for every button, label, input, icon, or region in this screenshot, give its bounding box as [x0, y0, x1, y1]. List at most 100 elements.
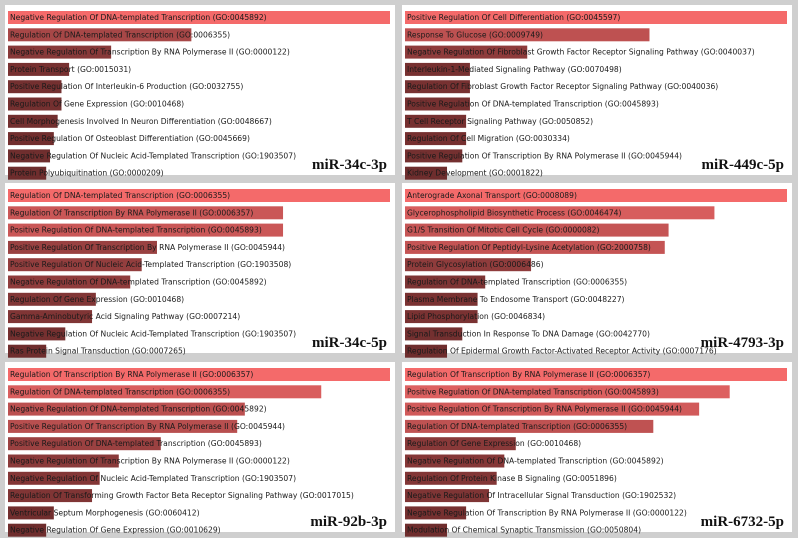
bar-label: Regulation Of Protein Kinase B Signaling…: [407, 474, 617, 483]
bar-label: Ventricular Septum Morphogenesis (GO:006…: [10, 508, 200, 517]
bar-label: Regulation Of Gene Expression (GO:001046…: [407, 439, 581, 448]
bar: [405, 62, 470, 76]
bar-label: Regulation Of DNA-templated Transcriptio…: [10, 30, 230, 39]
bar: [405, 402, 700, 416]
bar-label: Negative Regulation Of Intracellular Sig…: [407, 491, 676, 500]
panel-title: miR-34c-3p: [312, 157, 387, 173]
bar: [405, 523, 448, 537]
bar-label: Regulation Of Transforming Growth Factor…: [10, 491, 354, 500]
bar-label: Positive Regulation Of Nucleic Acid-Temp…: [10, 260, 291, 269]
bar-label: Regulation Of DNA-templated Transcriptio…: [10, 191, 230, 200]
bar-label: Regulation Of DNA-templated Transcriptio…: [407, 422, 627, 431]
bar-label: Gamma-Aminobutyric Acid Signaling Pathwa…: [10, 312, 240, 321]
bar-label: Negative Regulation Of Nucleic Acid-Temp…: [10, 329, 296, 338]
bar: [405, 275, 486, 289]
bar-label: Positive Regulation Of DNA-templated Tra…: [10, 226, 262, 235]
bar-label: Modulation Of Chemical Synaptic Transmis…: [407, 526, 641, 535]
bar: [405, 327, 463, 341]
bar: [405, 419, 654, 433]
bar: [405, 437, 516, 451]
bar: [405, 132, 467, 146]
bar-label: Regulation Of Gene Expression (GO:001046…: [10, 100, 184, 109]
bar-label: Kidney Development (GO:0001822): [407, 169, 543, 178]
bar-label: Positive Regulation Of DNA-templated Tra…: [10, 439, 262, 448]
bar: [8, 80, 62, 94]
bar: [405, 240, 665, 254]
bar-label: Positive Regulation Of Cell Differentiat…: [407, 13, 620, 22]
bar: [8, 132, 54, 146]
bar: [405, 166, 448, 180]
bar: [8, 11, 390, 24]
bar: [8, 189, 390, 202]
bar: [8, 523, 47, 537]
bar-label: Regulation Of Gene Expression (GO:001046…: [10, 295, 184, 304]
bar: [8, 149, 51, 163]
bar: [8, 419, 238, 433]
bar: [405, 206, 715, 220]
bar-label: Negative Regulation Of Nucleic Acid-Temp…: [10, 474, 296, 483]
bar: [8, 437, 161, 451]
bar-label: Protein Glycosylation (GO:0006486): [407, 260, 544, 269]
bar: [8, 402, 245, 416]
bar: [8, 292, 96, 306]
bar-label: Negative Regulation Of Transcription By …: [407, 508, 687, 517]
bar-label: Regulation Of Epidermal Growth Factor-Ac…: [407, 347, 717, 356]
bar-label: Regulation Of Transcription By RNA Polym…: [10, 370, 253, 379]
bar-label: Regulation Of Cell Migration (GO:0030334…: [407, 134, 570, 143]
bar: [8, 62, 70, 76]
bar: [8, 258, 142, 272]
bar: [8, 471, 100, 485]
bar-label: Negative Regulation Of Fibroblast Growth…: [407, 48, 755, 57]
bar-label: Positive Regulation Of Osteoblast Differ…: [10, 134, 250, 143]
bar-label: Positive Regulation Of Transcription By …: [407, 405, 682, 414]
bar: [405, 454, 505, 468]
bar-label: Glycerophospholipid Biosynthetic Process…: [407, 208, 621, 217]
bar-label: Protein Polyubiquitination (GO:0000209): [10, 169, 164, 178]
bar-label: Protein Transport (GO:0015031): [10, 65, 131, 74]
bar-label: Signal Transduction In Response To DNA D…: [407, 329, 650, 338]
bar-label: Negative Regulation Of Transcription By …: [10, 48, 290, 57]
bar-label: Positive Regulation Of Transcription By …: [10, 422, 285, 431]
bar: [8, 223, 284, 237]
bar: [8, 45, 112, 59]
bar-label: G1/S Transition Of Mitotic Cell Cycle (G…: [407, 226, 600, 235]
bar: [8, 489, 93, 503]
bar: [8, 114, 58, 128]
bar: [8, 310, 93, 324]
bar-label: T Cell Receptor Signaling Pathway (GO:00…: [406, 117, 593, 126]
bar-label: Negative Regulation Of DNA-templated Tra…: [10, 405, 267, 414]
panel-title: miR-34c-5p: [312, 335, 387, 351]
bar: [405, 471, 497, 485]
bar-label: Negative Regulation Of DNA-templated Tra…: [407, 457, 664, 466]
bar: [8, 368, 390, 381]
bar: [405, 385, 730, 399]
bar: [405, 258, 532, 272]
bar: [405, 292, 478, 306]
bar-label: Cell Morphogenesis Involved In Neuron Di…: [10, 117, 272, 126]
bar-label: Response To Glucose (GO:0009749): [407, 30, 543, 39]
bar-label: Negative Regulation Of DNA-templated Tra…: [10, 13, 267, 22]
bar-label: Regulation Of DNA-templated Transcriptio…: [407, 278, 627, 287]
bar: [8, 454, 119, 468]
bar-label: Negative Regulation Of Gene Expression (…: [10, 526, 221, 535]
bar: [8, 240, 157, 254]
bar-label: Anterograde Axonal Transport (GO:0008089…: [407, 191, 577, 200]
bar-label: Positive Regulation Of Peptidyl-Lysine A…: [407, 243, 651, 252]
bar: [405, 189, 787, 202]
bar: [405, 28, 650, 42]
bar: [405, 149, 463, 163]
panel-title: miR-92b-3p: [310, 514, 387, 530]
bar: [405, 80, 470, 94]
bar-label: Positive Regulation Of Transcription By …: [407, 151, 682, 160]
bar-label: Interleukin-1-Mediated Signaling Pathway…: [407, 65, 622, 74]
bar-label: Ras Protein Signal Transduction (GO:0007…: [10, 347, 186, 356]
bar: [405, 97, 470, 111]
bar: [8, 206, 284, 220]
bar-label: Regulation Of Fibroblast Growth Factor R…: [407, 82, 718, 91]
bar: [405, 11, 787, 24]
panel-title: miR-6732-5p: [701, 514, 784, 530]
bar: [8, 28, 192, 42]
bar: [405, 489, 490, 503]
